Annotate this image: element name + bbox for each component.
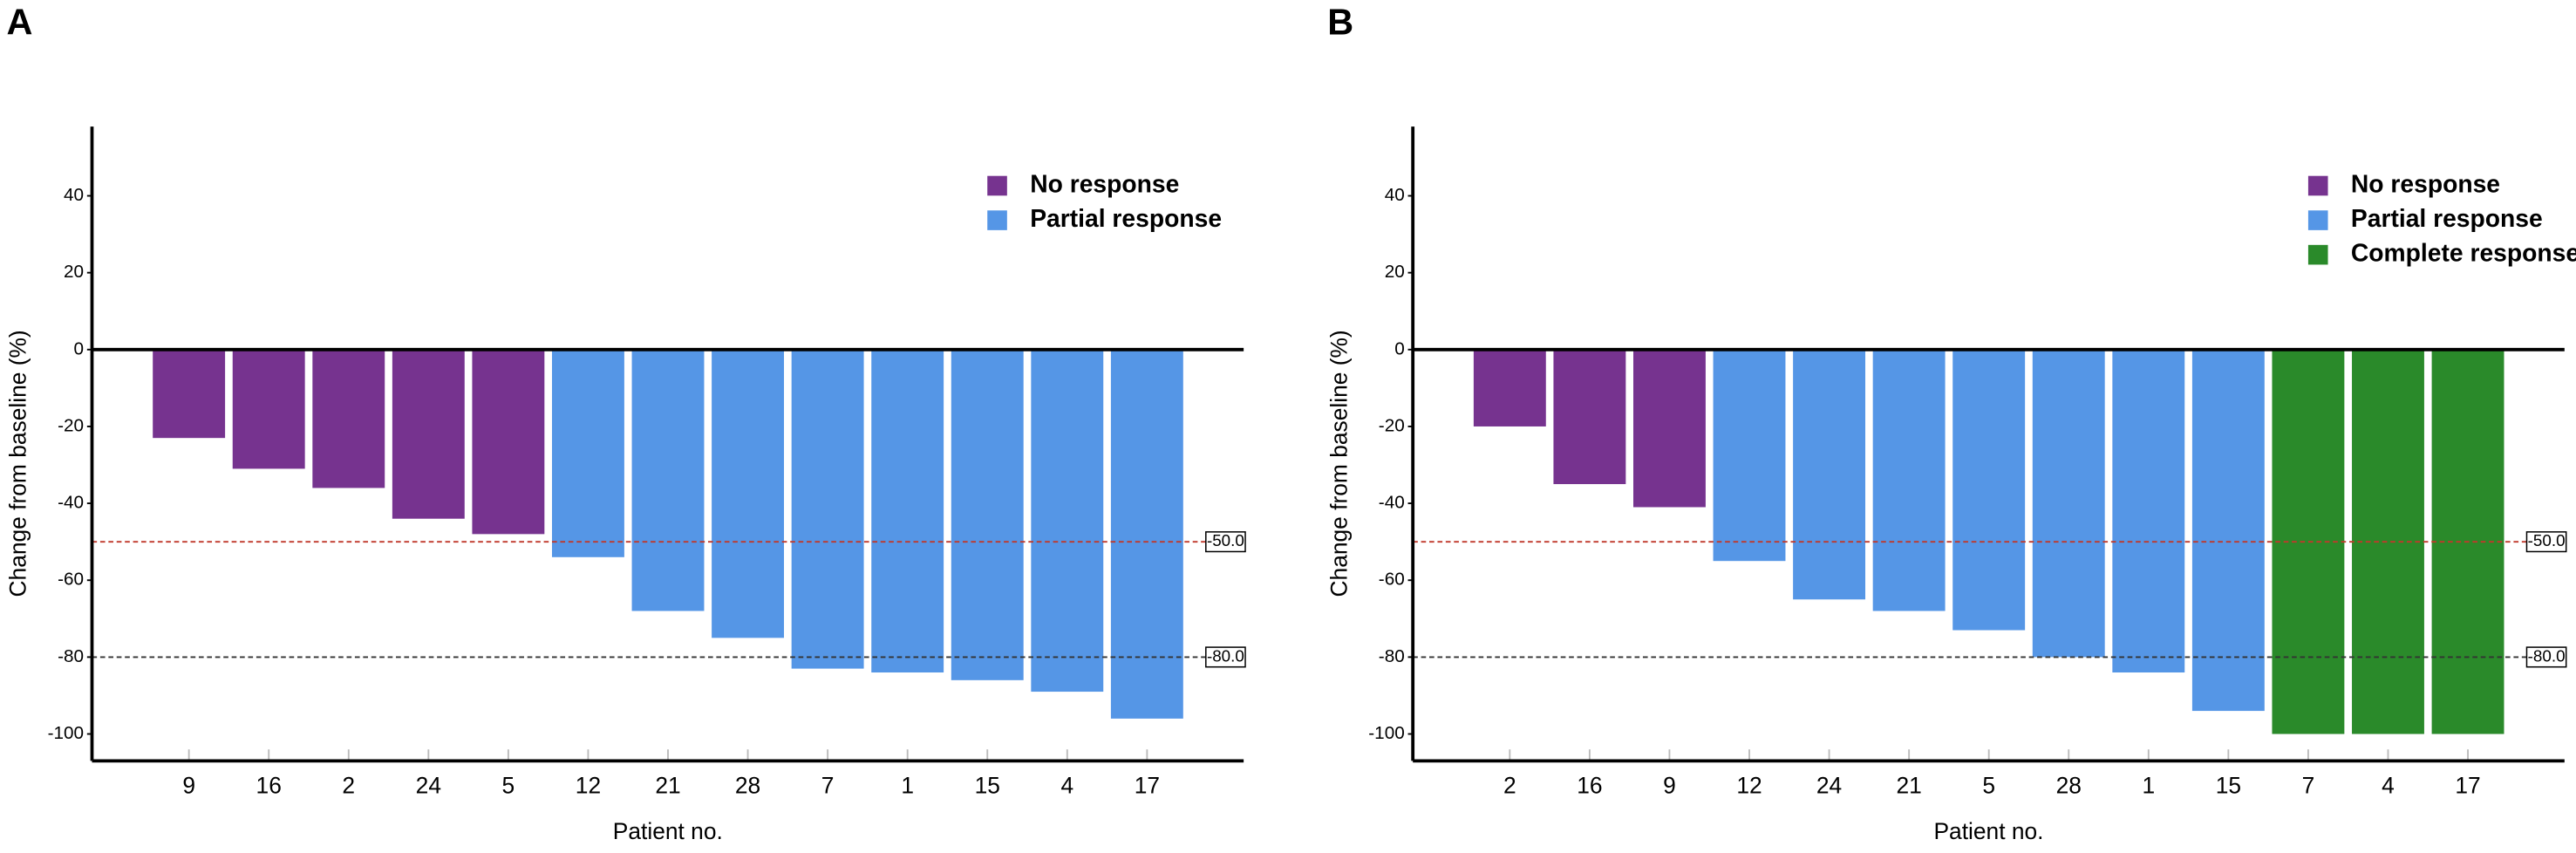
reference-label: -50.0	[1207, 531, 1244, 549]
bar	[871, 349, 944, 673]
x-tick-label: 2	[342, 772, 355, 798]
panel-label: A	[7, 1, 33, 42]
legend-swatch	[987, 175, 1007, 196]
x-tick-label: 24	[416, 772, 441, 798]
bar	[1031, 349, 1104, 693]
x-tick-label: 17	[2455, 772, 2480, 798]
bar	[1793, 349, 1866, 600]
bar	[2352, 349, 2424, 734]
bar	[552, 349, 624, 557]
legend-label: No response	[2351, 169, 2500, 197]
bar	[1553, 349, 1626, 485]
reference-label-box	[2525, 531, 2567, 553]
y-tick-label: -100	[1368, 723, 1404, 743]
legend-label: No response	[1030, 169, 1179, 197]
panel-label: B	[1327, 1, 1353, 42]
reference-label: -50.0	[2528, 531, 2566, 549]
y-tick-label: -80	[58, 646, 84, 666]
x-tick-label: 1	[2142, 772, 2155, 798]
x-tick-label: 9	[182, 772, 195, 798]
bar	[472, 349, 545, 535]
y-tick-label: -60	[1379, 570, 1405, 590]
x-tick-label: 2	[1503, 772, 1516, 798]
y-tick-label: 20	[1385, 262, 1405, 282]
y-tick-label: -40	[58, 493, 84, 513]
y-tick-label: -80	[1379, 646, 1405, 666]
x-tick-label: 15	[2216, 772, 2241, 798]
reference-label-box	[1205, 531, 1246, 553]
bar	[232, 349, 305, 469]
x-tick-label: 12	[1736, 772, 1762, 798]
legend-swatch	[2307, 175, 2328, 196]
legend-swatch	[987, 210, 1007, 230]
x-tick-label: 4	[2382, 772, 2395, 798]
x-tick-label: 28	[735, 772, 760, 798]
x-axis-label: Patient no.	[613, 818, 723, 844]
bar	[712, 349, 785, 638]
bar	[2032, 349, 2105, 658]
x-tick-label: 15	[975, 772, 1000, 798]
bar	[1473, 349, 1546, 426]
legend-label: Partial response	[1030, 204, 1222, 232]
y-tick-label: 0	[1394, 338, 1405, 358]
x-tick-label: 24	[1816, 772, 1842, 798]
x-tick-label: 21	[655, 772, 680, 798]
x-tick-label: 28	[2056, 772, 2082, 798]
x-tick-label: 4	[1060, 772, 1073, 798]
bar	[312, 349, 385, 488]
y-tick-label: 40	[1385, 185, 1405, 205]
x-tick-label: 16	[256, 772, 282, 798]
x-tick-label: 7	[821, 772, 835, 798]
bar	[1713, 349, 1786, 562]
y-tick-label: 20	[64, 262, 84, 282]
y-tick-label: 0	[74, 338, 85, 358]
bar	[1110, 349, 1183, 719]
y-tick-label: -60	[58, 570, 84, 590]
x-tick-label: 7	[2302, 772, 2315, 798]
bar	[1872, 349, 1946, 611]
x-tick-label: 9	[1663, 772, 1676, 798]
bar	[153, 349, 226, 439]
bar	[791, 349, 864, 669]
y-tick-label: -40	[1379, 493, 1405, 513]
legend-label: Partial response	[2351, 204, 2543, 232]
bar	[1952, 349, 2026, 631]
y-tick-label: -20	[1379, 415, 1405, 435]
x-tick-label: 5	[502, 772, 515, 798]
y-tick-label: -100	[48, 723, 84, 743]
x-tick-label: 1	[901, 772, 914, 798]
reference-label-box	[1205, 646, 1246, 668]
x-tick-label: 21	[1896, 772, 1921, 798]
x-tick-label: 17	[1135, 772, 1160, 798]
legend-swatch	[2307, 244, 2328, 265]
y-axis-label: Change from baseline (%)	[1325, 330, 1352, 597]
legend-swatch	[2307, 210, 2328, 230]
bar	[631, 349, 705, 611]
y-tick-label: -20	[58, 415, 84, 435]
legend-label: Complete response	[2351, 239, 2576, 267]
x-axis-label: Patient no.	[1933, 818, 2043, 844]
bar	[2191, 349, 2265, 712]
bar	[392, 349, 465, 519]
bar	[951, 349, 1024, 680]
bar	[1633, 349, 1706, 508]
reference-label-box	[2525, 646, 2567, 668]
y-tick-label: 40	[64, 185, 84, 205]
y-axis-label: Change from baseline (%)	[5, 330, 31, 597]
x-tick-label: 5	[1982, 772, 1995, 798]
reference-label: -80.0	[1207, 646, 1244, 665]
x-tick-label: 16	[1577, 772, 1602, 798]
x-tick-label: 12	[576, 772, 601, 798]
reference-label: -80.0	[2528, 646, 2566, 665]
bar	[2112, 349, 2185, 673]
